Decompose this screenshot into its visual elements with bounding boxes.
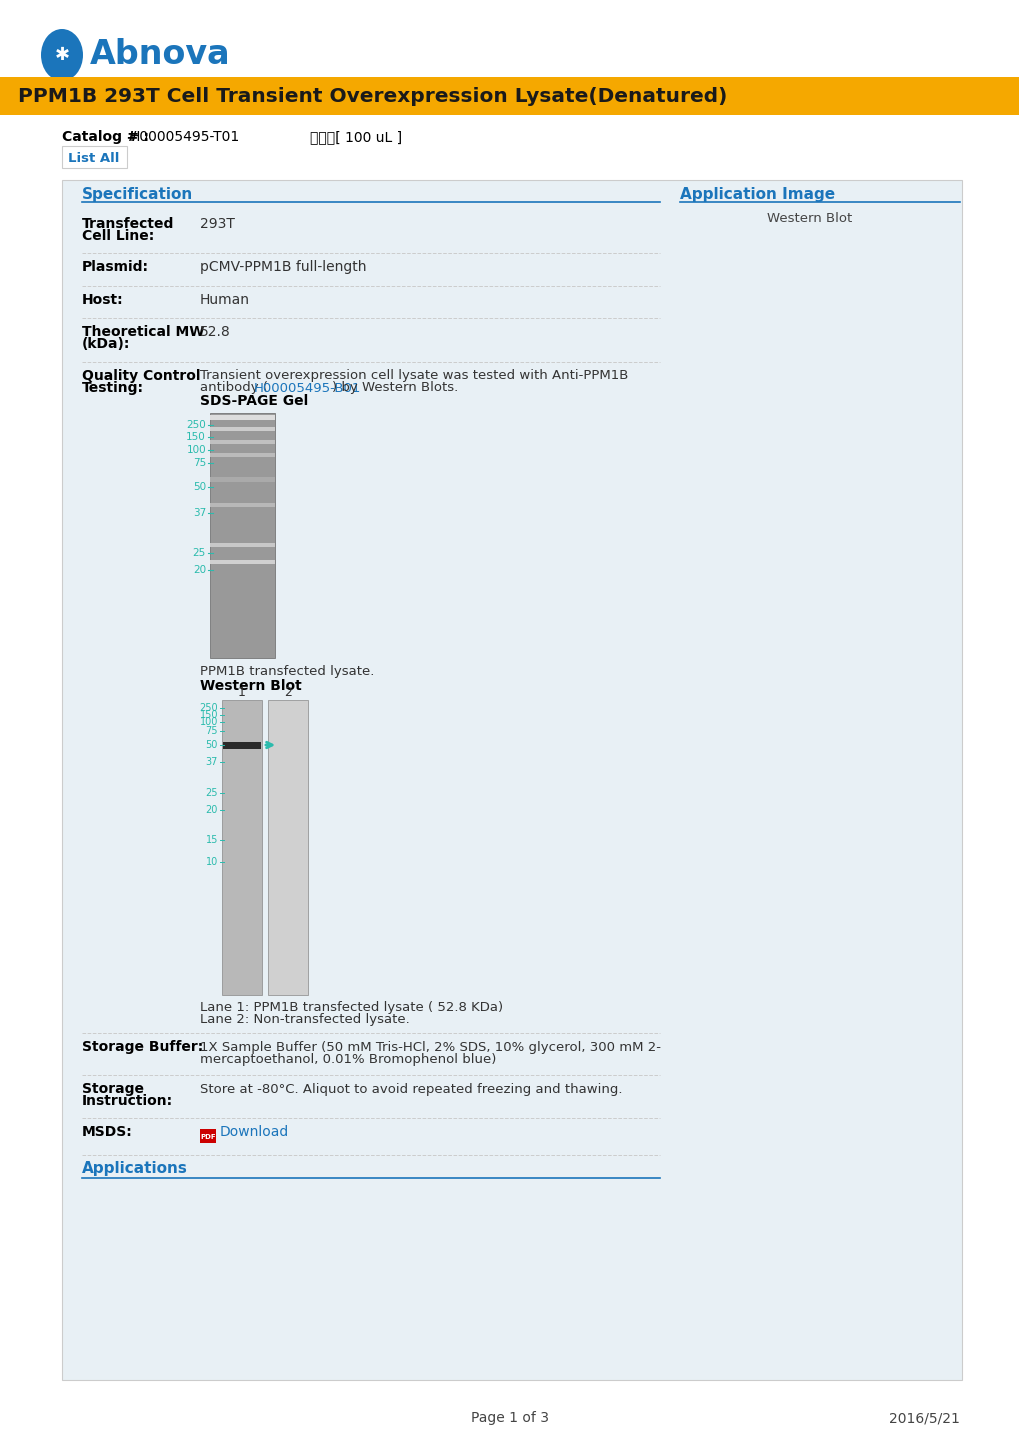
Bar [210,440,275,444]
Text: 37: 37 [206,758,218,768]
Text: Applications: Applications [82,1160,187,1176]
Text: 1: 1 [237,685,246,698]
Bar [210,504,275,506]
Bar [222,700,262,996]
Bar [268,700,308,996]
Text: 規格：[ 100 uL ]: 規格：[ 100 uL ] [310,130,401,144]
Text: pCMV-PPM1B full-length: pCMV-PPM1B full-length [200,260,366,274]
Text: 2: 2 [283,685,291,698]
Text: Western Blot: Western Blot [200,680,302,693]
Text: H00005495-B01: H00005495-B01 [254,381,361,394]
Text: 50: 50 [206,740,218,750]
Text: 15: 15 [206,835,218,846]
Text: Store at -80°C. Aliquot to avoid repeated freezing and thawing.: Store at -80°C. Aliquot to avoid repeate… [200,1082,622,1095]
Bar [210,427,275,431]
Text: (kDa):: (kDa): [82,338,130,351]
Text: antibody (: antibody ( [200,381,268,394]
Text: Abnova: Abnova [90,39,230,72]
Text: Storage: Storage [82,1082,144,1097]
Text: SDS-PAGE Gel: SDS-PAGE Gel [200,394,308,408]
Bar [0,76,1019,115]
Text: 75: 75 [205,726,218,736]
Text: Page 1 of 3: Page 1 of 3 [471,1411,548,1426]
Bar [210,416,275,420]
Text: Western Blot: Western Blot [766,212,852,225]
Text: 100: 100 [200,717,218,727]
Text: H00005495-T01: H00005495-T01 [129,130,240,144]
Text: 150: 150 [200,710,218,720]
Ellipse shape [41,29,83,81]
Text: Quality Control: Quality Control [82,369,201,382]
Bar [62,146,127,167]
Text: Cell Line:: Cell Line: [82,229,154,242]
Text: PPM1B 293T Cell Transient Overexpression Lysate(Denatured): PPM1B 293T Cell Transient Overexpression… [18,88,727,107]
Text: 25: 25 [205,788,218,798]
Text: Specification: Specification [82,188,193,202]
Text: Storage Buffer:: Storage Buffer: [82,1040,203,1053]
Text: Lane 2: Non-transfected lysate.: Lane 2: Non-transfected lysate. [200,1013,410,1026]
Text: Human: Human [200,293,250,307]
Text: Theoretical MW: Theoretical MW [82,325,204,339]
Text: ) by Western Blots.: ) by Western Blots. [331,381,458,394]
Text: Instruction:: Instruction: [82,1094,173,1108]
Bar [62,180,961,1380]
Bar [210,543,275,547]
Text: 100: 100 [186,444,206,455]
Text: 52.8: 52.8 [200,325,230,339]
Bar [210,413,275,658]
Text: List All: List All [68,152,119,165]
Text: 2016/5/21: 2016/5/21 [889,1411,959,1426]
Bar [210,453,275,457]
Text: MSDS:: MSDS: [82,1126,132,1139]
Text: mercaptoethanol, 0.01% Bromophenol blue): mercaptoethanol, 0.01% Bromophenol blue) [200,1052,496,1065]
Text: 10: 10 [206,857,218,867]
Text: 250: 250 [186,420,206,430]
Bar [210,560,275,564]
Text: Catalog # :: Catalog # : [62,130,149,144]
Text: PDF: PDF [200,1134,216,1140]
Text: 75: 75 [193,457,206,468]
Text: 50: 50 [193,482,206,492]
Text: Testing:: Testing: [82,381,144,395]
Text: 150: 150 [186,431,206,442]
Bar [200,1128,216,1143]
Text: 1X Sample Buffer (50 mM Tris-HCl, 2% SDS, 10% glycerol, 300 mM 2-: 1X Sample Buffer (50 mM Tris-HCl, 2% SDS… [200,1040,660,1053]
Text: 250: 250 [199,703,218,713]
Text: ✱: ✱ [54,46,69,63]
Text: 37: 37 [193,508,206,518]
Text: Plasmid:: Plasmid: [82,260,149,274]
Text: Download: Download [220,1126,289,1139]
Text: 293T: 293T [200,216,234,231]
Text: Transfected: Transfected [82,216,174,231]
Text: PPM1B transfected lysate.: PPM1B transfected lysate. [200,665,374,678]
Text: 20: 20 [206,805,218,815]
Text: 25: 25 [193,548,206,558]
Text: Application Image: Application Image [680,188,835,202]
Text: Transient overexpression cell lysate was tested with Anti-PPM1B: Transient overexpression cell lysate was… [200,369,628,382]
Text: Host:: Host: [82,293,123,307]
Bar [210,478,275,482]
Text: Lane 1: PPM1B transfected lysate ( 52.8 KDa): Lane 1: PPM1B transfected lysate ( 52.8 … [200,1001,502,1014]
Bar [223,742,261,749]
Text: 20: 20 [193,566,206,574]
